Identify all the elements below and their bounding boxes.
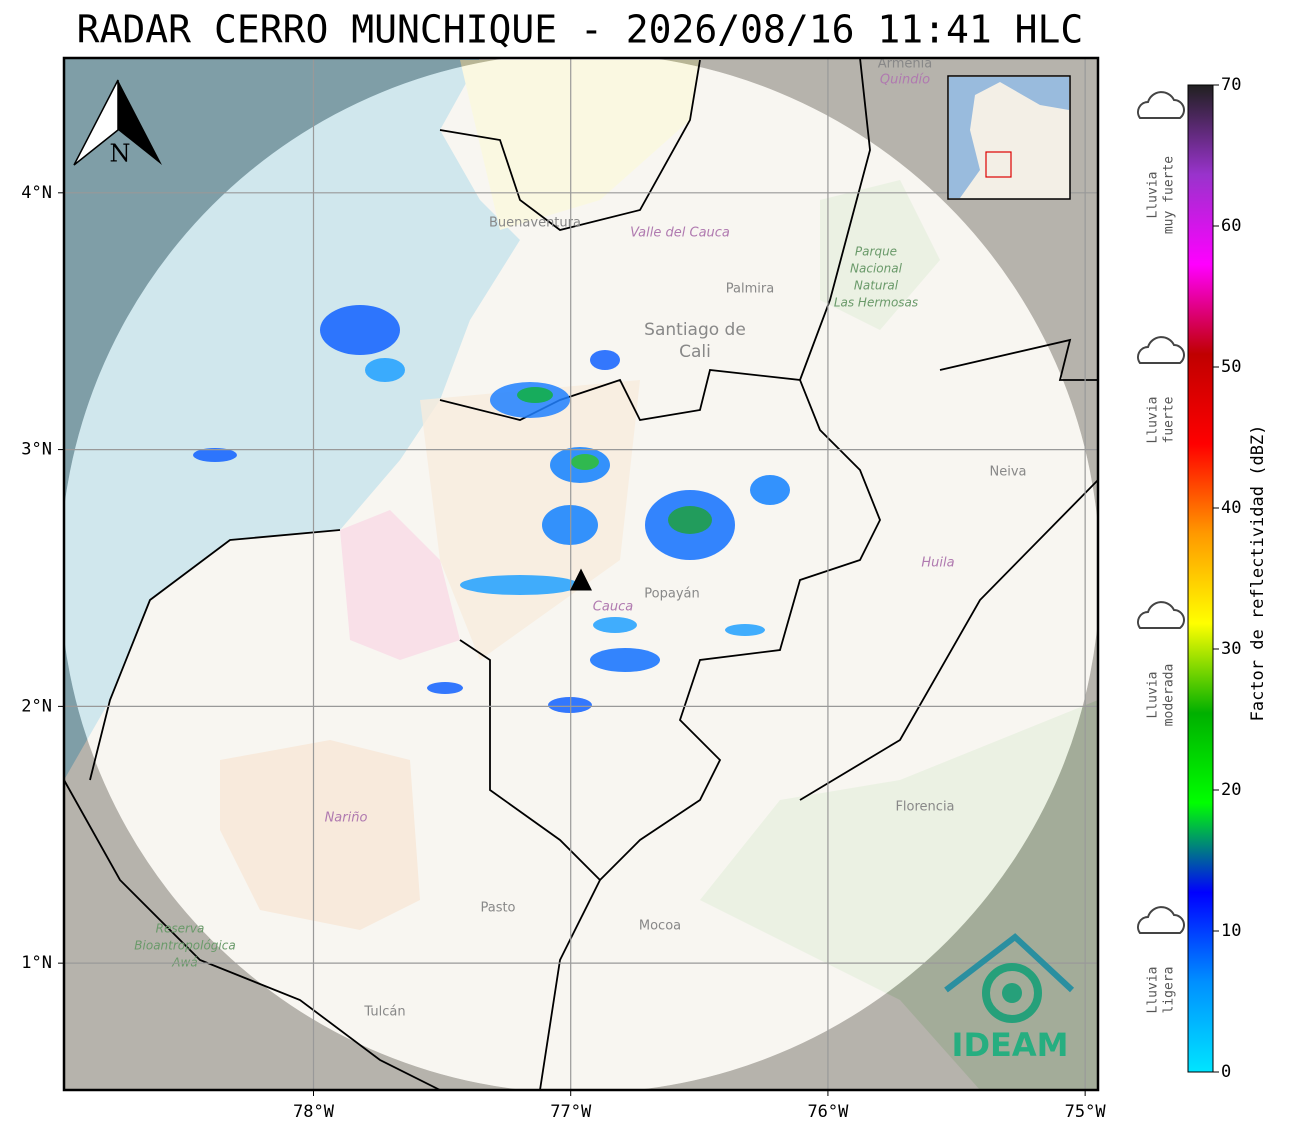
place: Florencia — [895, 800, 954, 815]
forest — [820, 180, 940, 330]
colorbar — [1187, 84, 1214, 1073]
colorbar-tick-label: 40 — [1221, 498, 1241, 518]
park: Reserva — [156, 922, 205, 936]
rain-icon — [1137, 91, 1185, 119]
borders — [64, 58, 1098, 1090]
rain-category-label: fuerte — [1162, 396, 1177, 443]
place: Quindío — [880, 73, 930, 88]
map: Buenaventura Valle del Cauca Santiago de… — [64, 57, 1098, 1090]
sea — [64, 58, 520, 780]
colorbar-tick-label: 0 — [1221, 1062, 1231, 1082]
park: Parque — [855, 245, 897, 259]
place: Nariño — [325, 811, 368, 826]
region — [220, 740, 420, 930]
place: Buenaventura — [489, 216, 581, 231]
north-label: N — [110, 140, 131, 168]
place: Palmira — [726, 282, 774, 297]
graticule — [64, 58, 1098, 1090]
park: Natural — [854, 279, 899, 293]
rain-category-label: moderada — [1162, 664, 1177, 727]
park: Nacional — [850, 262, 903, 276]
y-tick-label: 3°N — [21, 440, 52, 460]
x-tick-label: 77°W — [550, 1102, 592, 1122]
colorbar-tick-label: 60 — [1221, 216, 1241, 236]
x-tick-label: 78°W — [293, 1102, 335, 1122]
logo: IDEAM — [944, 933, 1075, 1064]
north-arrow: N — [73, 79, 162, 168]
rain-icon — [1137, 336, 1185, 364]
rain-category-label: Lluvia — [1146, 397, 1161, 444]
park: Awá — [171, 956, 197, 970]
place: Popayán — [644, 587, 699, 602]
x-tick-label: 76°W — [807, 1102, 849, 1122]
place: Mocoa — [639, 919, 681, 934]
place: Pasto — [480, 901, 515, 916]
title: RADAR CERRO MUNCHIQUE - 2026/08/16 11:41… — [77, 8, 1084, 52]
axes: 78°W 77°W 76°W 75°W 1°N 2°N 3°N 4°N — [21, 183, 1106, 1122]
place: Cauca — [593, 600, 633, 615]
radar-echoes — [193, 305, 790, 713]
logo-text: IDEAM — [952, 1026, 1069, 1064]
rain-category-label: ligera — [1162, 967, 1177, 1014]
radar-site — [570, 568, 592, 591]
rain-category-label: Lluvia — [1146, 967, 1161, 1014]
rain-icon — [1137, 601, 1185, 629]
place: Valle del Cauca — [630, 226, 730, 241]
place: Huila — [921, 556, 954, 571]
rain-category-label: Lluvia — [1146, 672, 1161, 719]
colorbar-tick-label: 30 — [1221, 639, 1241, 659]
map-frame — [62, 56, 1100, 1092]
place: Neiva — [990, 465, 1027, 480]
park: Las Hermosas — [834, 296, 918, 310]
y-tick-label: 1°N — [21, 953, 52, 973]
rain-category-label: muy fuerte — [1162, 156, 1177, 234]
place: Tulcán — [363, 1005, 405, 1020]
colorbar-tick-label: 50 — [1221, 357, 1241, 377]
forest — [700, 700, 1098, 1090]
place: Armenia — [878, 57, 933, 72]
place-labels: Buenaventura Valle del Cauca Santiago de… — [134, 57, 1027, 1020]
inset-map — [947, 75, 1071, 200]
rain-category-label: Lluvia — [1146, 172, 1161, 219]
colorbar-tick-label: 10 — [1221, 921, 1241, 941]
rain-category: Lluvia muy fuerte — [1137, 91, 1185, 234]
place: Cali — [679, 342, 711, 362]
colorbar-tick-label: 20 — [1221, 780, 1241, 800]
y-tick-label: 4°N — [21, 183, 52, 203]
colorbar-tick-label: 70 — [1221, 75, 1241, 95]
place: Santiago de — [644, 320, 746, 340]
x-tick-label: 75°W — [1065, 1102, 1107, 1122]
y-tick-label: 2°N — [21, 696, 52, 716]
colorbar-label: Factor de reflectividad (dBZ) — [1248, 425, 1268, 722]
rain-category: Lluvia fuerte — [1137, 336, 1185, 444]
region — [460, 60, 700, 230]
rain-icon — [1137, 906, 1185, 934]
rain-category: Lluvia moderada — [1137, 601, 1185, 727]
region — [340, 510, 460, 660]
park: Bioantropológica — [134, 939, 235, 953]
colorbar-ticks: 0 10 20 30 40 50 60 70 — [1213, 75, 1241, 1082]
rain-category: Lluvia ligera — [1137, 906, 1185, 1014]
